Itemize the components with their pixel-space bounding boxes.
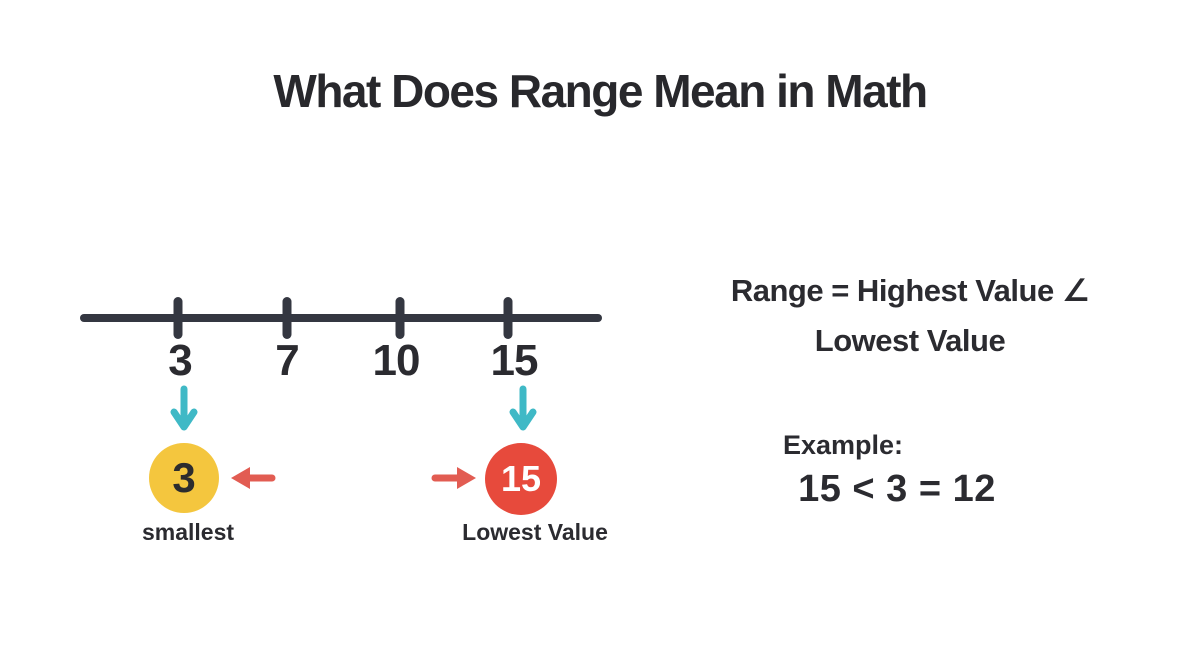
example-equation: 15 < 3 = 12 (798, 468, 996, 510)
range-formula: Range = Highest Value ∠ Lowest Value (690, 266, 1130, 366)
range-formula-line-1: Range = Highest Value ∠ (730, 273, 1090, 308)
number-line-track (80, 314, 602, 322)
number-line-value-3: 3 (168, 336, 193, 385)
number-line-value-7: 7 (275, 336, 300, 385)
smallest-circle-value: 3 (172, 454, 196, 501)
right-arrow-icon (431, 463, 479, 498)
down-arrow-icon-lowest (509, 385, 537, 437)
number-line-tick-3 (173, 297, 183, 339)
lowest-value-label: Lowest Value (462, 519, 608, 545)
number-line-tick-10 (395, 297, 405, 339)
lowest-value-circle: 15 (485, 443, 557, 515)
down-arrow-icon-smallest (170, 385, 198, 437)
left-arrow-icon (228, 463, 276, 498)
range-formula-line-2: Lowest Value (814, 323, 1006, 358)
number-line-value-15: 15 (490, 336, 539, 385)
number-line-tick-15 (503, 297, 513, 339)
example-heading: Example: (783, 430, 904, 460)
page-title: What Does Range Mean in Math (273, 65, 928, 117)
smallest-value-circle: 3 (149, 443, 219, 513)
number-line-value-10: 10 (372, 336, 421, 385)
number-line-tick-7 (282, 297, 292, 339)
lowest-circle-value: 15 (500, 458, 542, 499)
smallest-label: smallest (141, 519, 235, 545)
